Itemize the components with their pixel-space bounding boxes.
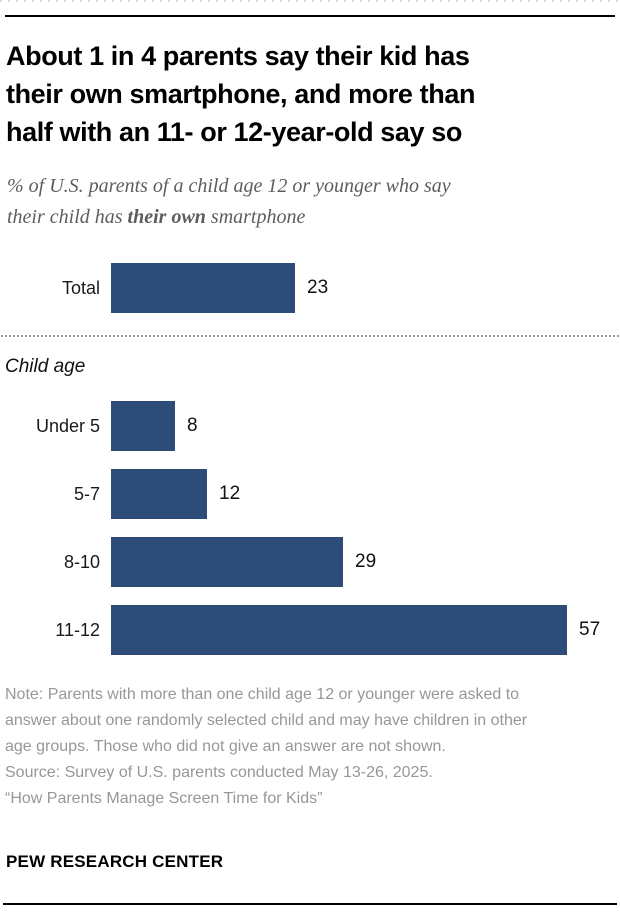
top-dotted-edge xyxy=(0,0,620,2)
subtitle-bold-text: their own xyxy=(127,206,206,228)
chart-subtitle-line1: % of U.S. parents of a child age 12 or y… xyxy=(7,175,451,197)
chart-subtitle-line2: their child has their own smartphone xyxy=(7,202,611,233)
category-label: 11-12 xyxy=(55,619,100,640)
bar-row-11-12: 11-12 57 xyxy=(0,605,600,655)
section-separator-dotted-line xyxy=(1,335,619,337)
bar xyxy=(111,537,343,587)
chart-title: About 1 in 4 parents say their kid has t… xyxy=(6,37,612,151)
chart-title-line2: their own smartphone, and more than xyxy=(6,79,476,109)
subtitle-text: their child has xyxy=(7,206,128,228)
chart-footnotes: Note: Parents with more than one child a… xyxy=(5,682,550,812)
value-label: 23 xyxy=(307,277,329,298)
chart-title-line3: half with an 11- or 12-year-old say so xyxy=(6,117,462,147)
bar xyxy=(111,263,295,313)
category-label: Total xyxy=(61,277,100,298)
category-label: 5-7 xyxy=(73,483,100,504)
category-label: Under 5 xyxy=(35,415,100,436)
bar-row-8-10: 8-10 29 xyxy=(0,537,376,587)
report-title-text: “How Parents Manage Screen Time for Kids… xyxy=(5,790,323,807)
bar xyxy=(111,401,175,451)
bottom-rule xyxy=(3,903,617,905)
top-rule xyxy=(5,15,615,17)
bar-row-5-7: 5-7 12 xyxy=(0,469,240,519)
bar-row-under-5: Under 5 8 xyxy=(0,401,198,451)
value-label: 57 xyxy=(579,619,601,640)
value-label: 29 xyxy=(355,551,377,572)
bar xyxy=(111,605,567,655)
category-label: 8-10 xyxy=(63,551,100,572)
bar-row-total: Total 23 xyxy=(0,263,328,313)
bar xyxy=(111,469,207,519)
value-label: 8 xyxy=(187,415,198,436)
child-age-group-label: Child age xyxy=(5,356,86,377)
pew-research-center-wordmark: PEW RESEARCH CENTER xyxy=(6,852,224,871)
chart-title-line1: About 1 in 4 parents say their kid has xyxy=(6,41,470,71)
note-text: Note: Parents with more than one child a… xyxy=(5,686,528,755)
source-text: Source: Survey of U.S. parents conducted… xyxy=(5,764,433,781)
chart-subtitle: % of U.S. parents of a child age 12 or y… xyxy=(7,171,611,233)
subtitle-text: smartphone xyxy=(205,206,306,228)
value-label: 12 xyxy=(219,483,241,504)
